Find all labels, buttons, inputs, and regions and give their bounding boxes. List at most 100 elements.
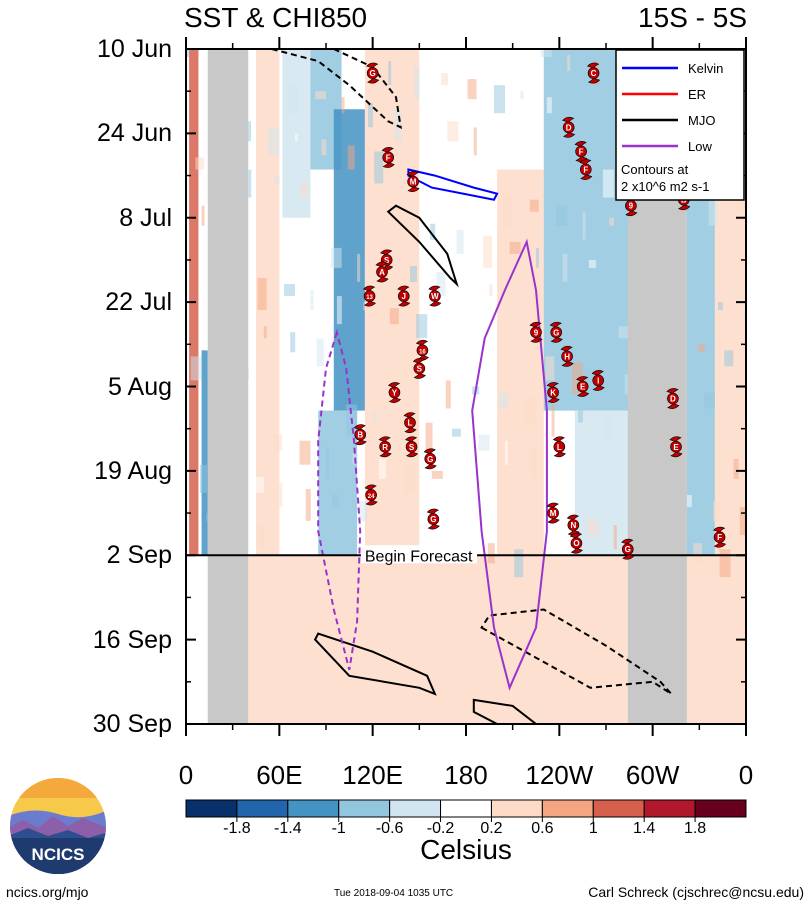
colorbar-swatch	[694, 799, 747, 818]
sst-texture	[494, 85, 505, 114]
storm-marker: 13	[363, 285, 377, 307]
colorbar-swatch	[185, 799, 238, 818]
y-tick-label: 16 Sep	[92, 625, 172, 654]
sst-texture	[509, 241, 521, 254]
storm-label: G	[625, 545, 631, 554]
sst-texture	[713, 501, 721, 522]
storm-marker: H	[560, 345, 574, 367]
colorbar-tick-label: -0.6	[375, 820, 404, 837]
sst-texture	[682, 187, 690, 212]
storm-label: 16	[419, 349, 426, 355]
storm-marker: L	[403, 412, 417, 434]
storm-marker: M	[406, 171, 420, 193]
sst-texture	[582, 211, 586, 240]
sst-texture	[660, 488, 664, 521]
sst-texture	[503, 193, 511, 226]
colorbar-tick-label: 0.6	[531, 820, 554, 837]
sst-texture	[525, 398, 537, 423]
storm-label: 24	[368, 494, 375, 500]
sst-texture	[624, 374, 630, 395]
storm-marker: E	[669, 436, 683, 458]
legend-note: 2 x10^6 m2 s-1	[621, 179, 709, 194]
sst-texture	[693, 543, 703, 564]
sst-texture	[540, 49, 552, 57]
legend-box	[615, 49, 745, 201]
storm-label: 9	[629, 202, 634, 211]
storm-marker: M	[546, 502, 560, 524]
y-tick-label: 8 Jul	[119, 203, 172, 232]
sst-texture	[336, 296, 342, 325]
storm-marker: S	[380, 249, 394, 271]
sst-texture	[299, 440, 311, 465]
sst-texture	[232, 519, 236, 536]
y-tick-label: 22 Jul	[105, 288, 172, 317]
sst-texture	[613, 525, 617, 550]
sst-texture	[604, 416, 612, 437]
storm-marker: N	[566, 514, 580, 536]
sst-texture	[445, 380, 451, 409]
colorbar-swatch	[389, 799, 442, 818]
sst-texture	[288, 85, 298, 114]
storm-marker: G	[423, 448, 437, 470]
storm-label: O	[573, 539, 579, 548]
sst-texture	[414, 67, 420, 100]
storm-marker: B	[677, 189, 691, 211]
colorbar-tick-label: 0.2	[480, 820, 503, 837]
footer-author: Carl Schreck (cjschrec@ncsu.edu)	[588, 884, 804, 900]
chart-title-right: 15S - 5S	[638, 2, 747, 33]
sst-texture	[560, 513, 570, 522]
storm-marker: F	[574, 141, 588, 162]
storm-label: D	[670, 395, 676, 404]
sst-texture	[257, 278, 267, 311]
sst-anomaly-band	[497, 169, 544, 556]
sst-texture	[358, 501, 368, 522]
sst-texture	[347, 145, 355, 170]
storm-marker: F	[381, 147, 395, 168]
y-tick-label: 30 Sep	[92, 710, 172, 738]
storm-marker: R	[378, 436, 392, 458]
sst-texture	[478, 434, 490, 451]
sst-texture	[447, 121, 459, 142]
y-tick-label: 2 Sep	[106, 541, 172, 570]
x-tick-label: 120W	[525, 760, 594, 790]
sst-texture	[383, 259, 389, 268]
storm-label: G	[427, 455, 433, 464]
sst-texture	[217, 362, 221, 395]
sst-texture	[536, 247, 539, 268]
sst-texture	[724, 350, 734, 367]
sst-anomaly-band	[310, 49, 342, 170]
sst-anomaly-band	[574, 410, 630, 556]
sst-texture	[504, 440, 508, 465]
sst-texture	[321, 139, 327, 156]
storm-marker: 24	[364, 484, 378, 506]
sst-texture	[644, 332, 648, 353]
land-mask	[207, 49, 249, 724]
storm-marker: O	[569, 532, 583, 554]
sst-anomaly-band	[201, 350, 208, 556]
sst-texture	[483, 235, 493, 268]
sst-anomaly-band	[318, 410, 358, 556]
sst-anomaly-band	[686, 555, 746, 724]
sst-texture	[273, 434, 283, 451]
sst-anomaly-band	[189, 49, 199, 556]
sst-texture	[394, 109, 402, 142]
sst-texture	[728, 151, 736, 184]
sst-texture	[635, 223, 643, 240]
colorbar-title: Celsius	[420, 834, 512, 865]
sst-texture	[210, 314, 220, 339]
y-tick-label: 5 Aug	[108, 372, 172, 401]
sst-texture	[420, 115, 430, 128]
sst-texture	[237, 320, 249, 353]
sst-texture	[677, 386, 687, 395]
storm-label: R	[382, 443, 388, 452]
contour-mjo	[313, 632, 437, 696]
storm-label: G	[370, 69, 376, 78]
ncics-logo: NCICS	[10, 778, 106, 874]
sst-texture	[686, 494, 692, 507]
storm-marker: S	[412, 357, 426, 379]
legend-note: Contours at	[621, 162, 689, 177]
plot-background	[186, 49, 746, 724]
sst-texture	[326, 446, 329, 479]
sst-texture	[195, 157, 205, 170]
contour-low	[317, 328, 362, 671]
